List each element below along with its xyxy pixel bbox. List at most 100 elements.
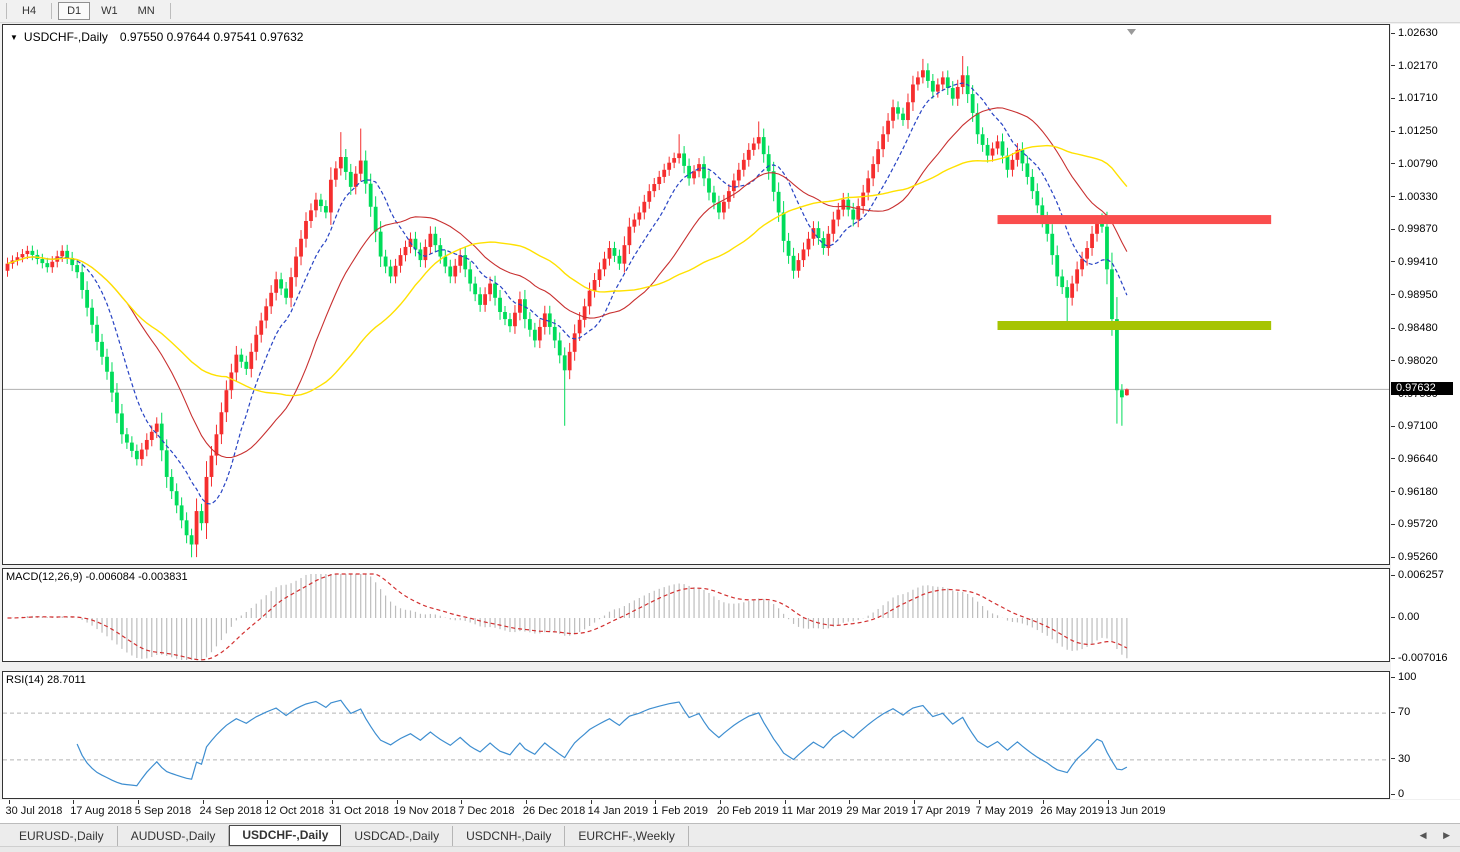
tab-scroll-right-button[interactable]: ▶	[1443, 830, 1450, 840]
date-axis-tick	[849, 800, 851, 804]
macd-chart[interactable]	[3, 569, 1389, 661]
date-axis-label: 24 Sep 2018	[199, 805, 262, 817]
macd-axis-tick	[1391, 616, 1395, 618]
ma-45-line	[7, 144, 1128, 397]
price-axis-tick	[1391, 491, 1395, 493]
price-axis-label: 0.95260	[1398, 551, 1438, 563]
chart-shift-marker-icon[interactable]	[1127, 29, 1136, 35]
ma-25-line	[7, 107, 1128, 459]
chart-tabs-bar: EURUSD-,Daily AUDUSD-,Daily USDCHF-,Daily U…	[0, 823, 1460, 847]
macd-axis-label: 0.00	[1398, 611, 1420, 623]
macd-axis-tick	[1391, 657, 1395, 659]
timeframe-button-d1[interactable]: D1	[58, 2, 91, 20]
price-axis-label: 0.99870	[1398, 223, 1438, 236]
price-axis-label: 0.98480	[1398, 322, 1438, 335]
date-axis-label: 19 Nov 2018	[393, 805, 456, 817]
ma-10-line	[7, 82, 1128, 505]
tab-usdcnh-daily[interactable]: USDCNH-,Daily	[453, 825, 566, 846]
date-axis-tick	[978, 800, 980, 804]
rsi-axis-tick	[1391, 676, 1395, 678]
main-chart-pane[interactable]	[2, 24, 1390, 565]
price-axis-tick	[1391, 97, 1395, 99]
timeframe-toolbar: H4 D1 W1 MN	[0, 0, 1460, 23]
macd-axis-tick	[1391, 574, 1395, 576]
date-axis-tick	[73, 800, 75, 804]
chart-menu-arrow-icon[interactable]: ▼	[10, 33, 18, 42]
tab-scroll-left-button[interactable]: ◀	[1419, 830, 1427, 840]
rsi-chart[interactable]	[3, 672, 1389, 798]
resistance-line[interactable]	[997, 215, 1272, 225]
date-axis-label: 31 Oct 2018	[328, 805, 389, 817]
date-axis-label: 7 Dec 2018	[458, 805, 515, 817]
macd-axis-label: -0.007016	[1398, 652, 1448, 664]
price-axis-tick	[1391, 163, 1395, 165]
date-axis-tick	[1043, 800, 1045, 804]
date-axis-tick	[784, 800, 786, 804]
date-axis-label: 5 Sep 2018	[134, 805, 192, 817]
candlestick-chart[interactable]	[3, 25, 1389, 564]
status-bar	[0, 846, 1460, 852]
date-axis-label: 30 Jul 2018	[5, 805, 63, 817]
macd-axis-label: 0.006257	[1398, 569, 1444, 581]
date-axis-label: 14 Jan 2019	[587, 805, 649, 817]
rsi-axis-tick	[1391, 793, 1395, 795]
macd-signal-line	[7, 573, 1128, 661]
price-axis-tick	[1391, 556, 1395, 558]
date-axis-tick	[913, 800, 915, 804]
date-axis-label: 26 Dec 2018	[522, 805, 586, 817]
toolbar-separator	[169, 3, 171, 19]
date-axis-tick	[202, 800, 204, 804]
rsi-axis-label: 30	[1398, 752, 1411, 765]
tab-eurchf-weekly[interactable]: EURCHF-,Weekly	[565, 825, 689, 846]
toolbar-separator	[51, 3, 53, 19]
price-axis-label: 0.99410	[1398, 255, 1438, 268]
tab-eurusd-daily[interactable]: EURUSD-,Daily	[6, 825, 118, 846]
price-axis-tick	[1391, 360, 1395, 362]
date-axis-label: 13 Jun 2019	[1105, 805, 1166, 817]
date-axis-tick	[525, 800, 527, 804]
date-axis-label: 1 Feb 2019	[652, 805, 708, 817]
price-axis-tick	[1391, 130, 1395, 132]
price-axis-label: 1.00790	[1398, 157, 1438, 170]
price-axis-tick	[1391, 65, 1395, 67]
rsi-indicator-label: RSI(14) 28.7011	[6, 674, 86, 686]
tab-usdcad-daily[interactable]: USDCAD-,Daily	[341, 825, 454, 846]
price-axis-label: 1.02630	[1398, 27, 1438, 39]
price-axis-label: 0.95720	[1398, 518, 1438, 531]
price-axis-label: 0.98020	[1398, 354, 1438, 367]
date-axis-label: 17 Apr 2019	[910, 805, 971, 817]
date-axis-tick	[8, 800, 10, 804]
timeframe-button-w1[interactable]: W1	[101, 5, 118, 17]
date-axis-tick	[1108, 800, 1109, 804]
price-axis-tick	[1391, 196, 1395, 197]
current-price-badge: 0.97632	[1391, 381, 1453, 395]
date-axis-tick	[396, 800, 398, 804]
date-axis-tick	[461, 800, 463, 804]
date-axis-tick	[137, 800, 139, 804]
chart-title: ▼ USDCHF-,Daily 0.97550 0.97644 0.97541 0.…	[10, 30, 303, 44]
rsi-pane[interactable]	[2, 671, 1390, 799]
macd-pane[interactable]	[2, 568, 1390, 662]
date-axis-label: 11 Mar 2019	[781, 805, 843, 817]
date-axis-tick	[719, 800, 721, 804]
date-axis-label: 7 May 2019	[975, 805, 1034, 817]
rsi-axis-label: 100	[1398, 671, 1417, 683]
rsi-axis-label: 70	[1398, 706, 1411, 719]
tab-usdchf-daily[interactable]: USDCHF-,Daily	[229, 825, 342, 846]
date-axis-tick	[590, 800, 592, 804]
price-axis-label: 0.97100	[1398, 420, 1438, 433]
price-axis-tick	[1391, 294, 1395, 296]
price-axis-label: 1.02170	[1398, 59, 1438, 72]
price-axis-tick	[1391, 261, 1395, 263]
rsi-axis-tick	[1391, 758, 1395, 760]
support-line[interactable]	[997, 321, 1272, 331]
date-axis-label: 26 May 2019	[1040, 805, 1104, 817]
price-axis-tick	[1391, 425, 1395, 427]
macd-indicator-label: MACD(12,26,9) -0.006084 -0.003831	[6, 571, 188, 583]
macd-histogram	[11, 574, 1128, 660]
timeframe-button-mn[interactable]: MN	[137, 5, 155, 17]
tab-audusd-daily[interactable]: AUDUSD-,Daily	[118, 825, 230, 846]
price-axis-label: 0.96180	[1398, 485, 1438, 498]
timeframe-button-h4[interactable]: H4	[22, 5, 37, 17]
rsi-line	[76, 699, 1128, 787]
